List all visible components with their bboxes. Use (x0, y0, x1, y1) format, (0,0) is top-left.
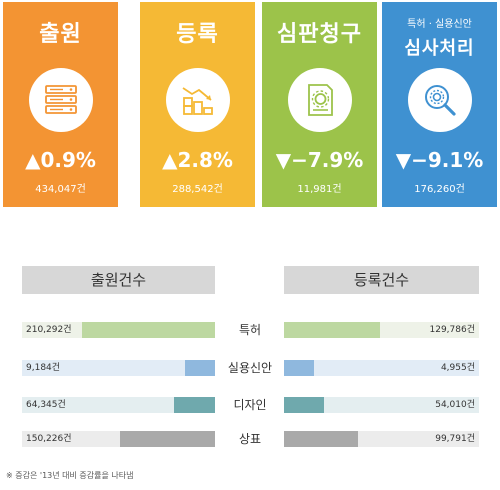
application-value-label: 150,226건 (26, 434, 72, 444)
application-bar-track: 210,292건 (22, 322, 215, 338)
registration-value-label: 4,955건 (440, 363, 475, 373)
registration-bar (284, 431, 358, 447)
registration-value-label: 99,791건 (435, 434, 475, 444)
card-rate: ▲0.9% (25, 148, 96, 172)
application-bar-track: 64,345건 (22, 397, 215, 413)
registration-bar-track: 129,786건 (284, 322, 479, 338)
card-application: 출원 ▲0.9% 434,047건 (3, 2, 118, 207)
card-title: 심사처리 (404, 38, 475, 59)
card-rate: ▲2.8% (162, 148, 233, 172)
registration-value-label: 129,786건 (429, 325, 476, 335)
card-rate: ▼−9.1% (395, 148, 484, 172)
card-rate: ▼−7.9% (275, 148, 364, 172)
application-value-label: 9,184건 (26, 363, 61, 373)
server-icon (29, 68, 93, 132)
category-label: 디자인 (233, 398, 267, 412)
card-title: 심판청구 (277, 22, 362, 47)
category-label: 상표 (238, 432, 262, 446)
card-registration: 등록 ▲2.8% 288,542건 (140, 2, 255, 207)
application-bar-track: 150,226건 (22, 431, 215, 447)
application-bar (82, 322, 215, 338)
card-subtitle: 특허 · 실용신안 (407, 19, 472, 30)
registration-bar (284, 322, 380, 338)
registration-bar-track: 99,791건 (284, 431, 479, 447)
card-title: 출원 (39, 22, 82, 47)
card-title: 등록 (176, 22, 219, 47)
document-gear-icon (288, 68, 352, 132)
card-examination: 특허 · 실용신안 심사처리 ▼−9.1% 176,260건 (382, 2, 497, 207)
application-value-label: 210,292건 (26, 325, 72, 335)
registrations-header: 등록건수 (284, 266, 479, 294)
footnote: ※ 증감은 '13년 대비 증감률을 나타냄 (6, 471, 134, 480)
magnifier-gear-icon (408, 68, 472, 132)
category-label: 특허 (238, 323, 262, 337)
application-bar (185, 360, 215, 376)
application-bar (119, 431, 215, 447)
application-bar-track: 9,184건 (22, 360, 215, 376)
card-count: 11,981건 (297, 184, 342, 195)
category-label: 실용신안 (227, 361, 273, 375)
registration-bar-track: 54,010건 (284, 397, 479, 413)
card-trial: 심판청구 ▼−7.9% 11,981건 (262, 2, 377, 207)
registration-bar (284, 360, 314, 376)
card-count: 288,542건 (172, 184, 223, 195)
applications-header: 출원건수 (22, 266, 215, 294)
card-count: 434,047건 (35, 184, 86, 195)
registration-bar-track: 4,955건 (284, 360, 479, 376)
card-count: 176,260건 (414, 184, 465, 195)
application-value-label: 64,345건 (26, 400, 66, 410)
application-bar (174, 397, 215, 413)
registration-value-label: 54,010건 (435, 400, 475, 410)
registration-bar (284, 397, 324, 413)
coins-chart-icon (166, 68, 230, 132)
